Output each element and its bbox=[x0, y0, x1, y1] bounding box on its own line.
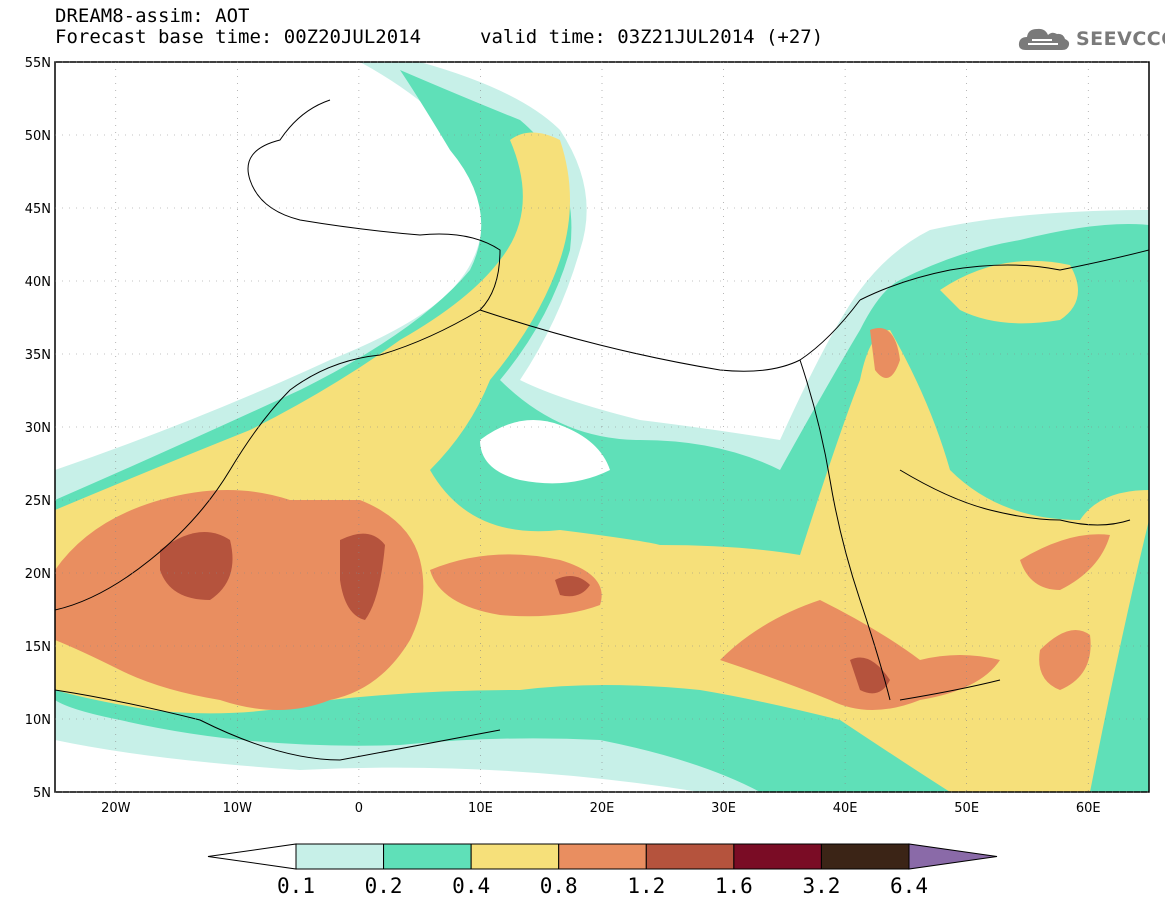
longitude-labels: 20W 10W 0 10E 20E 30E 40E 50E 60E bbox=[101, 801, 1101, 816]
valid-time: valid time: 03Z21JUL2014 (+27) bbox=[480, 26, 824, 48]
colorbar-label: 6.4 bbox=[890, 874, 928, 898]
aot-region-0.8 bbox=[55, 490, 424, 710]
lon-tick-label: 0 bbox=[355, 801, 363, 816]
lon-tick-label: 40E bbox=[833, 801, 858, 816]
colorbar-label: 1.6 bbox=[715, 874, 753, 898]
aot-gap bbox=[700, 377, 800, 425]
colorbar-labels: 0.1 0.2 0.4 0.8 1.2 1.6 3.2 6.4 bbox=[277, 874, 928, 898]
lon-tick-label: 10W bbox=[223, 801, 253, 816]
colorbar-high-triangle bbox=[908, 843, 998, 870]
seevccc-logo: SEEVCCC bbox=[1018, 22, 1165, 56]
lat-tick-label: 20N bbox=[25, 567, 51, 582]
colorbar-box bbox=[820, 843, 910, 870]
lat-tick-label: 10N bbox=[25, 713, 51, 728]
aot-region-0.8 bbox=[720, 600, 1000, 710]
colorbar-box bbox=[295, 843, 385, 870]
logo-text: SEEVCCC bbox=[1076, 28, 1165, 50]
aot-region-0.8 bbox=[1039, 630, 1091, 690]
aot-region-1.2 bbox=[340, 533, 385, 620]
lon-tick-label: 30E bbox=[711, 801, 736, 816]
lon-tick-label: 20W bbox=[101, 801, 131, 816]
forecast-base-time: Forecast base time: 00Z20JUL2014 bbox=[55, 26, 422, 48]
aot-region-1.2 bbox=[555, 576, 590, 597]
colorbar-box bbox=[383, 843, 472, 870]
lat-tick-label: 55N bbox=[25, 56, 51, 71]
colorbar-low-triangle bbox=[207, 843, 297, 870]
aot-region-0.8 bbox=[1020, 534, 1110, 590]
aot-region-1.2 bbox=[160, 532, 233, 600]
lon-tick-label: 10E bbox=[468, 801, 493, 816]
colorbar-label: 3.2 bbox=[802, 874, 840, 898]
colorbar-label: 0.4 bbox=[452, 874, 490, 898]
aot-region-0.8 bbox=[430, 554, 602, 617]
lat-tick-label: 50N bbox=[25, 129, 51, 144]
aot-region-1.2 bbox=[850, 657, 890, 694]
aot-field bbox=[55, 62, 1149, 792]
lat-tick-label: 45N bbox=[25, 202, 51, 217]
lon-tick-label: 20E bbox=[590, 801, 615, 816]
map-title: DREAM8-assim: AOT bbox=[55, 5, 250, 27]
lat-tick-label: 30N bbox=[25, 421, 51, 436]
lat-tick-label: 35N bbox=[25, 348, 51, 363]
latitude-labels: 55N 50N 45N 40N 35N 30N 25N 20N 15N 10N 5N bbox=[25, 56, 51, 801]
colorbar-boxes bbox=[207, 843, 998, 870]
cloud-icon bbox=[1018, 28, 1070, 50]
colorbar-box bbox=[470, 843, 560, 870]
coastlines bbox=[55, 99, 1149, 761]
graticule bbox=[55, 61, 1149, 793]
lat-tick-label: 5N bbox=[33, 786, 51, 801]
lon-tick-label: 50E bbox=[954, 801, 979, 816]
colorbar-box bbox=[645, 843, 735, 870]
lat-tick-label: 40N bbox=[25, 275, 51, 290]
lat-tick-label: 25N bbox=[25, 494, 51, 509]
lat-tick-label: 15N bbox=[25, 640, 51, 655]
colorbar-label: 1.2 bbox=[627, 874, 665, 898]
lon-tick-label: 60E bbox=[1076, 801, 1101, 816]
colorbar-label: 0.2 bbox=[365, 874, 403, 898]
aot-region-0.4 bbox=[940, 260, 1078, 324]
colorbar-box bbox=[558, 843, 647, 870]
colorbar-box bbox=[733, 843, 822, 870]
aot-region-0.8 bbox=[870, 328, 900, 378]
colorbar-label: 0.1 bbox=[277, 874, 315, 898]
aot-gap bbox=[480, 420, 610, 484]
colorbar-label: 0.8 bbox=[540, 874, 578, 898]
